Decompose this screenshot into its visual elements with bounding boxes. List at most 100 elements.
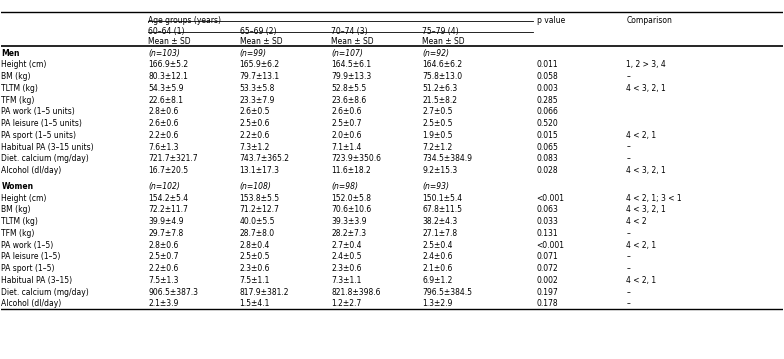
Text: 165.9±6.2: 165.9±6.2 (240, 60, 280, 69)
Text: 1.9±0.5: 1.9±0.5 (423, 131, 453, 140)
Text: 52.8±5.5: 52.8±5.5 (331, 84, 366, 93)
Text: 23.3±7.9: 23.3±7.9 (240, 95, 275, 104)
Text: Mean ± SD: Mean ± SD (331, 37, 374, 46)
Text: Alcohol (dl/day): Alcohol (dl/day) (2, 166, 62, 175)
Text: 28.2±7.3: 28.2±7.3 (331, 229, 366, 238)
Text: 0.285: 0.285 (536, 95, 558, 104)
Text: 4 < 2: 4 < 2 (626, 217, 647, 226)
Text: Mean ± SD: Mean ± SD (423, 37, 465, 46)
Text: 23.6±8.6: 23.6±8.6 (331, 95, 366, 104)
Text: 2.1±3.9: 2.1±3.9 (148, 299, 179, 308)
Text: 817.9±381.2: 817.9±381.2 (240, 288, 289, 297)
Text: PA leisure (1–5 units): PA leisure (1–5 units) (2, 119, 82, 128)
Text: 2.5±0.7: 2.5±0.7 (331, 119, 361, 128)
Text: 2.5±0.5: 2.5±0.5 (423, 119, 453, 128)
Text: –: – (626, 154, 630, 163)
Text: PA sport (1–5 units): PA sport (1–5 units) (2, 131, 76, 140)
Text: 4 < 3, 2, 1: 4 < 3, 2, 1 (626, 84, 666, 93)
Text: TLTM (kg): TLTM (kg) (2, 217, 38, 226)
Text: BM (kg): BM (kg) (2, 72, 31, 81)
Text: 0.197: 0.197 (536, 288, 558, 297)
Text: 75–79 (4): 75–79 (4) (423, 27, 459, 36)
Text: 4 < 2, 1: 4 < 2, 1 (626, 276, 656, 285)
Text: 0.083: 0.083 (536, 154, 558, 163)
Text: Diet. calcium (mg/day): Diet. calcium (mg/day) (2, 154, 89, 163)
Text: 2.6±0.5: 2.6±0.5 (240, 107, 270, 116)
Text: Men: Men (2, 48, 20, 57)
Text: 0.033: 0.033 (536, 217, 558, 226)
Text: TLTM (kg): TLTM (kg) (2, 84, 38, 93)
Text: 1.5±4.1: 1.5±4.1 (240, 299, 270, 308)
Text: 2.5±0.7: 2.5±0.7 (148, 252, 179, 261)
Text: 152.0±5.8: 152.0±5.8 (331, 194, 371, 203)
Text: 6.9±1.2: 6.9±1.2 (423, 276, 453, 285)
Text: –: – (626, 72, 630, 81)
Text: PA work (1–5 units): PA work (1–5 units) (2, 107, 75, 116)
Text: 7.1±1.4: 7.1±1.4 (331, 143, 361, 151)
Text: 7.5±1.3: 7.5±1.3 (148, 276, 179, 285)
Text: 2.5±0.6: 2.5±0.6 (240, 119, 270, 128)
Text: 79.9±13.3: 79.9±13.3 (331, 72, 372, 81)
Text: 2.2±0.6: 2.2±0.6 (148, 131, 179, 140)
Text: 0.028: 0.028 (536, 166, 558, 175)
Text: BM (kg): BM (kg) (2, 205, 31, 214)
Text: 2.4±0.5: 2.4±0.5 (331, 252, 361, 261)
Text: 2.0±0.6: 2.0±0.6 (331, 131, 361, 140)
Text: 821.8±398.6: 821.8±398.6 (331, 288, 380, 297)
Text: 0.065: 0.065 (536, 143, 558, 151)
Text: –: – (626, 299, 630, 308)
Text: 2.2±0.6: 2.2±0.6 (148, 264, 179, 273)
Text: 0.011: 0.011 (536, 60, 558, 69)
Text: 2.8±0.4: 2.8±0.4 (240, 241, 270, 250)
Text: 13.1±17.3: 13.1±17.3 (240, 166, 280, 175)
Text: 0.015: 0.015 (536, 131, 558, 140)
Text: 21.5±8.2: 21.5±8.2 (423, 95, 458, 104)
Text: Habitual PA (3–15 units): Habitual PA (3–15 units) (2, 143, 94, 151)
Text: 164.5±6.1: 164.5±6.1 (331, 60, 371, 69)
Text: (n=93): (n=93) (423, 182, 449, 191)
Text: –: – (626, 264, 630, 273)
Text: 22.6±8.1: 22.6±8.1 (148, 95, 183, 104)
Text: 79.7±13.1: 79.7±13.1 (240, 72, 280, 81)
Text: 7.6±1.3: 7.6±1.3 (148, 143, 179, 151)
Text: 2.5±0.5: 2.5±0.5 (240, 252, 270, 261)
Text: 72.2±11.7: 72.2±11.7 (148, 205, 188, 214)
Text: 2.3±0.6: 2.3±0.6 (240, 264, 270, 273)
Text: 0.066: 0.066 (536, 107, 558, 116)
Text: <0.001: <0.001 (536, 194, 564, 203)
Text: 0.063: 0.063 (536, 205, 558, 214)
Text: 80.3±12.1: 80.3±12.1 (148, 72, 188, 81)
Text: 1.3±2.9: 1.3±2.9 (423, 299, 453, 308)
Text: 2.8±0.6: 2.8±0.6 (148, 107, 179, 116)
Text: 16.7±20.5: 16.7±20.5 (148, 166, 188, 175)
Text: 0.002: 0.002 (536, 276, 558, 285)
Text: 7.2±1.2: 7.2±1.2 (423, 143, 452, 151)
Text: 7.3±1.2: 7.3±1.2 (240, 143, 270, 151)
Text: Mean ± SD: Mean ± SD (240, 37, 282, 46)
Text: 9.2±15.3: 9.2±15.3 (423, 166, 458, 175)
Text: 2.2±0.6: 2.2±0.6 (240, 131, 270, 140)
Text: 39.9±4.9: 39.9±4.9 (148, 217, 183, 226)
Text: 2.1±0.6: 2.1±0.6 (423, 264, 453, 273)
Text: 2.7±0.4: 2.7±0.4 (331, 241, 361, 250)
Text: 2.5±0.4: 2.5±0.4 (423, 241, 453, 250)
Text: (n=99): (n=99) (240, 48, 267, 57)
Text: 4 < 2, 1; 3 < 1: 4 < 2, 1; 3 < 1 (626, 194, 682, 203)
Text: 67.8±11.5: 67.8±11.5 (423, 205, 463, 214)
Text: TFM (kg): TFM (kg) (2, 95, 34, 104)
Text: 166.9±5.2: 166.9±5.2 (148, 60, 188, 69)
Text: 2.6±0.6: 2.6±0.6 (148, 119, 179, 128)
Text: (n=107): (n=107) (331, 48, 363, 57)
Text: 75.8±13.0: 75.8±13.0 (423, 72, 463, 81)
Text: (n=108): (n=108) (240, 182, 271, 191)
Text: 54.3±5.9: 54.3±5.9 (148, 84, 183, 93)
Text: Diet. calcium (mg/day): Diet. calcium (mg/day) (2, 288, 89, 297)
Text: 2.8±0.6: 2.8±0.6 (148, 241, 179, 250)
Text: 2.6±0.6: 2.6±0.6 (331, 107, 361, 116)
Text: p value: p value (536, 16, 564, 25)
Text: –: – (626, 288, 630, 297)
Text: 70–74 (3): 70–74 (3) (331, 27, 368, 36)
Text: 29.7±7.8: 29.7±7.8 (148, 229, 183, 238)
Text: 0.058: 0.058 (536, 72, 558, 81)
Text: 40.0±5.5: 40.0±5.5 (240, 217, 275, 226)
